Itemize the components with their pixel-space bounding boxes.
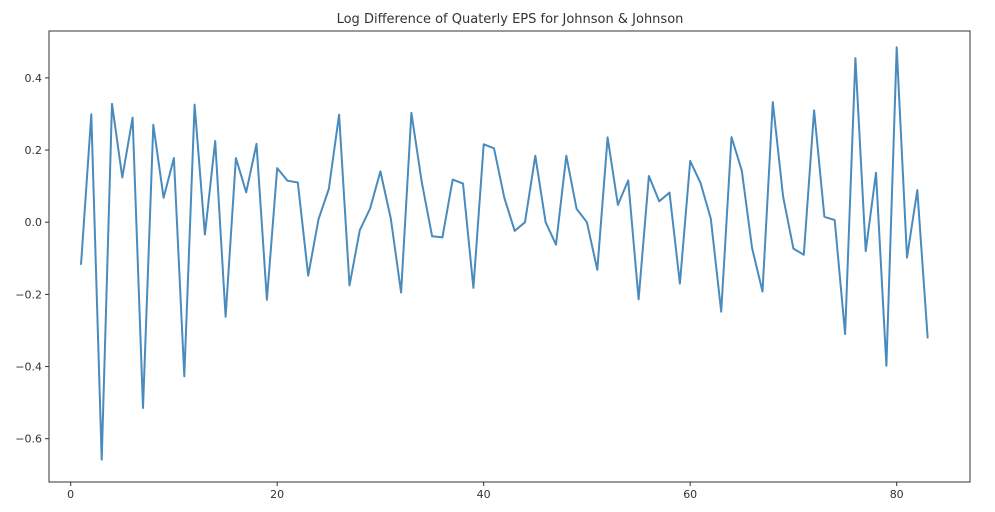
y-tick-label: −0.6: [15, 433, 42, 446]
y-tick-label: 0.4: [25, 72, 43, 85]
plot-frame: [48, 30, 971, 483]
x-tick-label: 0: [67, 488, 74, 501]
y-tick-label: −0.4: [15, 361, 42, 374]
x-tick-label: 80: [890, 488, 904, 501]
y-tick-label: 0.2: [25, 144, 43, 157]
chart-title: Log Difference of Quaterly EPS for Johns…: [337, 12, 684, 27]
y-tick-label: 0.0: [25, 216, 43, 229]
y-axis: −0.6 −0.4 −0.2 0.0 0.2 0.4: [15, 72, 49, 446]
y-tick-label: −0.2: [15, 288, 42, 301]
x-tick-label: 20: [270, 488, 284, 501]
x-tick-label: 40: [477, 488, 491, 501]
series-group: [80, 46, 929, 461]
x-tick-label: 60: [683, 488, 697, 501]
x-axis: 0 20 40 60 80: [67, 482, 904, 501]
series-line: [80, 46, 929, 461]
